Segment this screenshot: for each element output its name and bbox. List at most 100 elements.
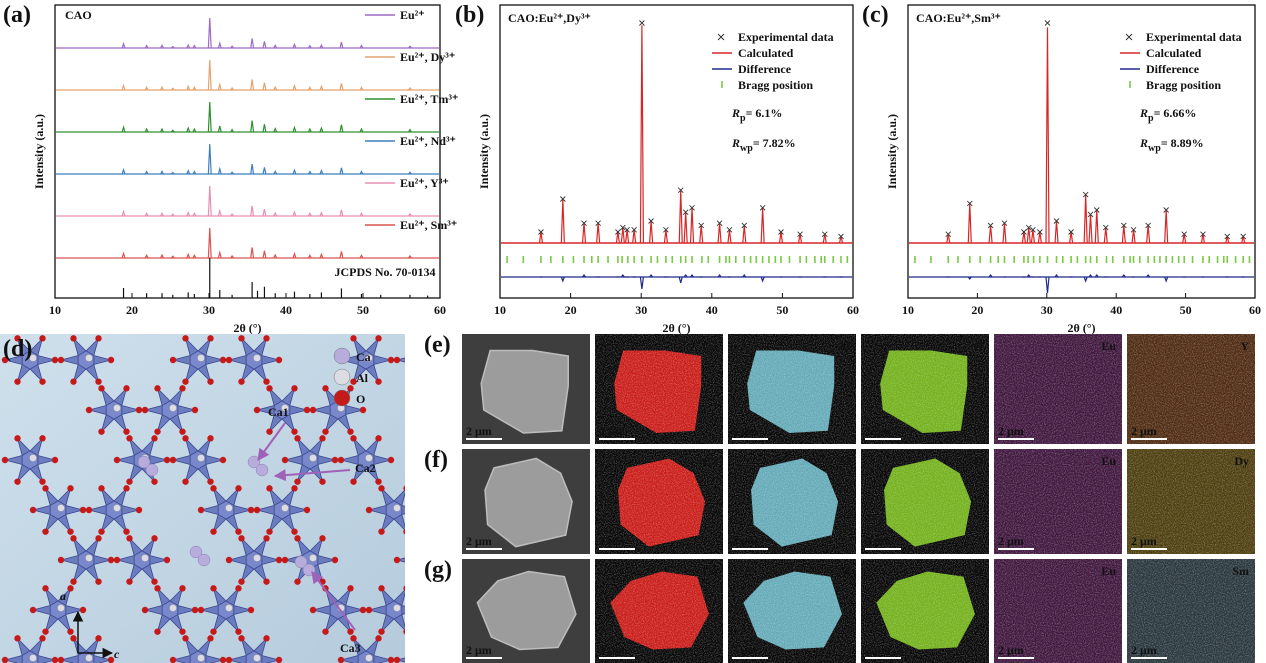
oxygen-atom	[14, 378, 20, 384]
scale-label: 2 μm	[599, 643, 625, 657]
oxygen-atom	[207, 435, 213, 441]
oxygen-atom	[58, 557, 64, 563]
legend-label: Experimental data	[738, 30, 834, 44]
peak	[293, 254, 296, 258]
oxygen-atom	[276, 557, 282, 563]
aluminum-atom	[226, 605, 233, 612]
legend-label: Calculated	[1146, 46, 1202, 60]
oxygen-atom	[192, 607, 198, 613]
panel-label: (c)	[862, 2, 889, 28]
scale-label: 2 μm	[732, 534, 758, 548]
oxygen-atom	[248, 507, 254, 513]
oxygen-atom	[375, 635, 381, 641]
panel-label: (b)	[455, 2, 484, 28]
peak	[293, 86, 296, 90]
element-label: Eu	[1101, 564, 1116, 578]
calculated-peak	[1104, 228, 1107, 243]
site-label: Ca2	[355, 461, 376, 475]
peak	[218, 169, 221, 174]
difference-point	[1046, 277, 1049, 293]
oxygen-atom	[182, 435, 188, 441]
element-label: Ca	[702, 454, 717, 468]
x-tick-label: 20	[126, 303, 138, 317]
polyhedron	[438, 515, 451, 532]
legend-swatch	[1126, 34, 1132, 40]
oxygen-atom	[350, 335, 356, 341]
oxygen-atom	[207, 335, 213, 341]
oxygen-atom	[406, 378, 412, 384]
oxygen-atom	[235, 628, 241, 634]
oxygen-atom	[266, 528, 272, 534]
oxygen-atom	[210, 485, 216, 491]
calculated-peak	[691, 208, 694, 243]
polyhedron	[410, 365, 423, 382]
calculated-peak	[640, 25, 643, 243]
polyhedron	[450, 415, 463, 432]
y-axis-label: Intensity (a.u.)	[32, 114, 46, 189]
oxygen-atom	[210, 528, 216, 534]
oxygen-atom	[406, 535, 412, 541]
element-label: Eu	[1101, 454, 1116, 468]
calculated-peak	[1046, 27, 1049, 243]
oxygen-atom	[394, 357, 400, 363]
scale-label: 2 μm	[732, 424, 758, 438]
scale-label: 2 μm	[998, 534, 1024, 548]
aluminum-atom	[254, 655, 261, 662]
fit-statistic: Rwp= 7.82%	[731, 136, 796, 154]
oxygen-atom	[182, 478, 188, 484]
calculated-peak	[597, 223, 600, 243]
oxygen-atom	[266, 428, 272, 434]
peak	[218, 43, 221, 48]
oxygen-atom	[154, 385, 160, 391]
oxygen-atom	[42, 528, 48, 534]
calculated-peak	[728, 230, 731, 243]
peak	[208, 186, 211, 216]
legend-label: Eu²⁺, Dy³⁺	[400, 50, 455, 64]
oxygen-atom	[39, 378, 45, 384]
oxygen-atom	[42, 628, 48, 634]
polyhedron-core	[442, 401, 458, 419]
scale-label: 2 μm	[599, 424, 625, 438]
chart-title: CAO	[65, 8, 92, 22]
x-tick-label: 40	[706, 303, 718, 317]
oxygen-atom	[431, 535, 437, 541]
oxygen-atom	[238, 578, 244, 584]
scale-label: 2 μm	[599, 534, 625, 548]
legend-label: Al	[356, 371, 369, 385]
legend-label: Calculated	[738, 46, 794, 60]
x-tick-label: 30	[1041, 303, 1053, 317]
calcium-atom	[198, 554, 210, 566]
oxygen-atom	[406, 335, 412, 341]
legend-atom	[334, 348, 350, 364]
panel-label: (f)	[424, 447, 448, 473]
oxygen-atom	[416, 507, 422, 513]
eds-tile: Ca2 μm	[595, 334, 723, 444]
peak	[251, 164, 254, 174]
oxygen-atom	[58, 357, 64, 363]
oxygen-atom	[291, 385, 297, 391]
x-tick-label: 60	[847, 303, 859, 317]
aluminum-atom	[254, 555, 261, 562]
oxygen-atom	[70, 635, 76, 641]
legend-label: Bragg position	[738, 78, 813, 92]
oxygen-atom	[123, 385, 129, 391]
eds-tile: O2 μm	[861, 559, 989, 663]
peak	[340, 251, 343, 258]
oxygen-atom	[52, 357, 58, 363]
oxygen-atom	[378, 585, 384, 591]
oxygen-atom	[114, 457, 120, 463]
oxygen-atom	[86, 507, 92, 513]
chart-title: CAO:Eu²⁺,Dy³⁺	[508, 11, 591, 25]
oxygen-atom	[263, 378, 269, 384]
oxygen-atom	[375, 335, 381, 341]
calculated-peak	[1122, 225, 1125, 243]
oxygen-atom	[164, 457, 170, 463]
oxygen-atom	[238, 635, 244, 641]
element-label: O	[974, 339, 983, 353]
aluminum-atom	[86, 355, 93, 362]
element-label: Al	[838, 339, 851, 353]
oxygen-atom	[14, 435, 20, 441]
aluminum-atom	[170, 605, 177, 612]
peak	[208, 18, 211, 48]
calculated-peak	[1165, 210, 1168, 243]
